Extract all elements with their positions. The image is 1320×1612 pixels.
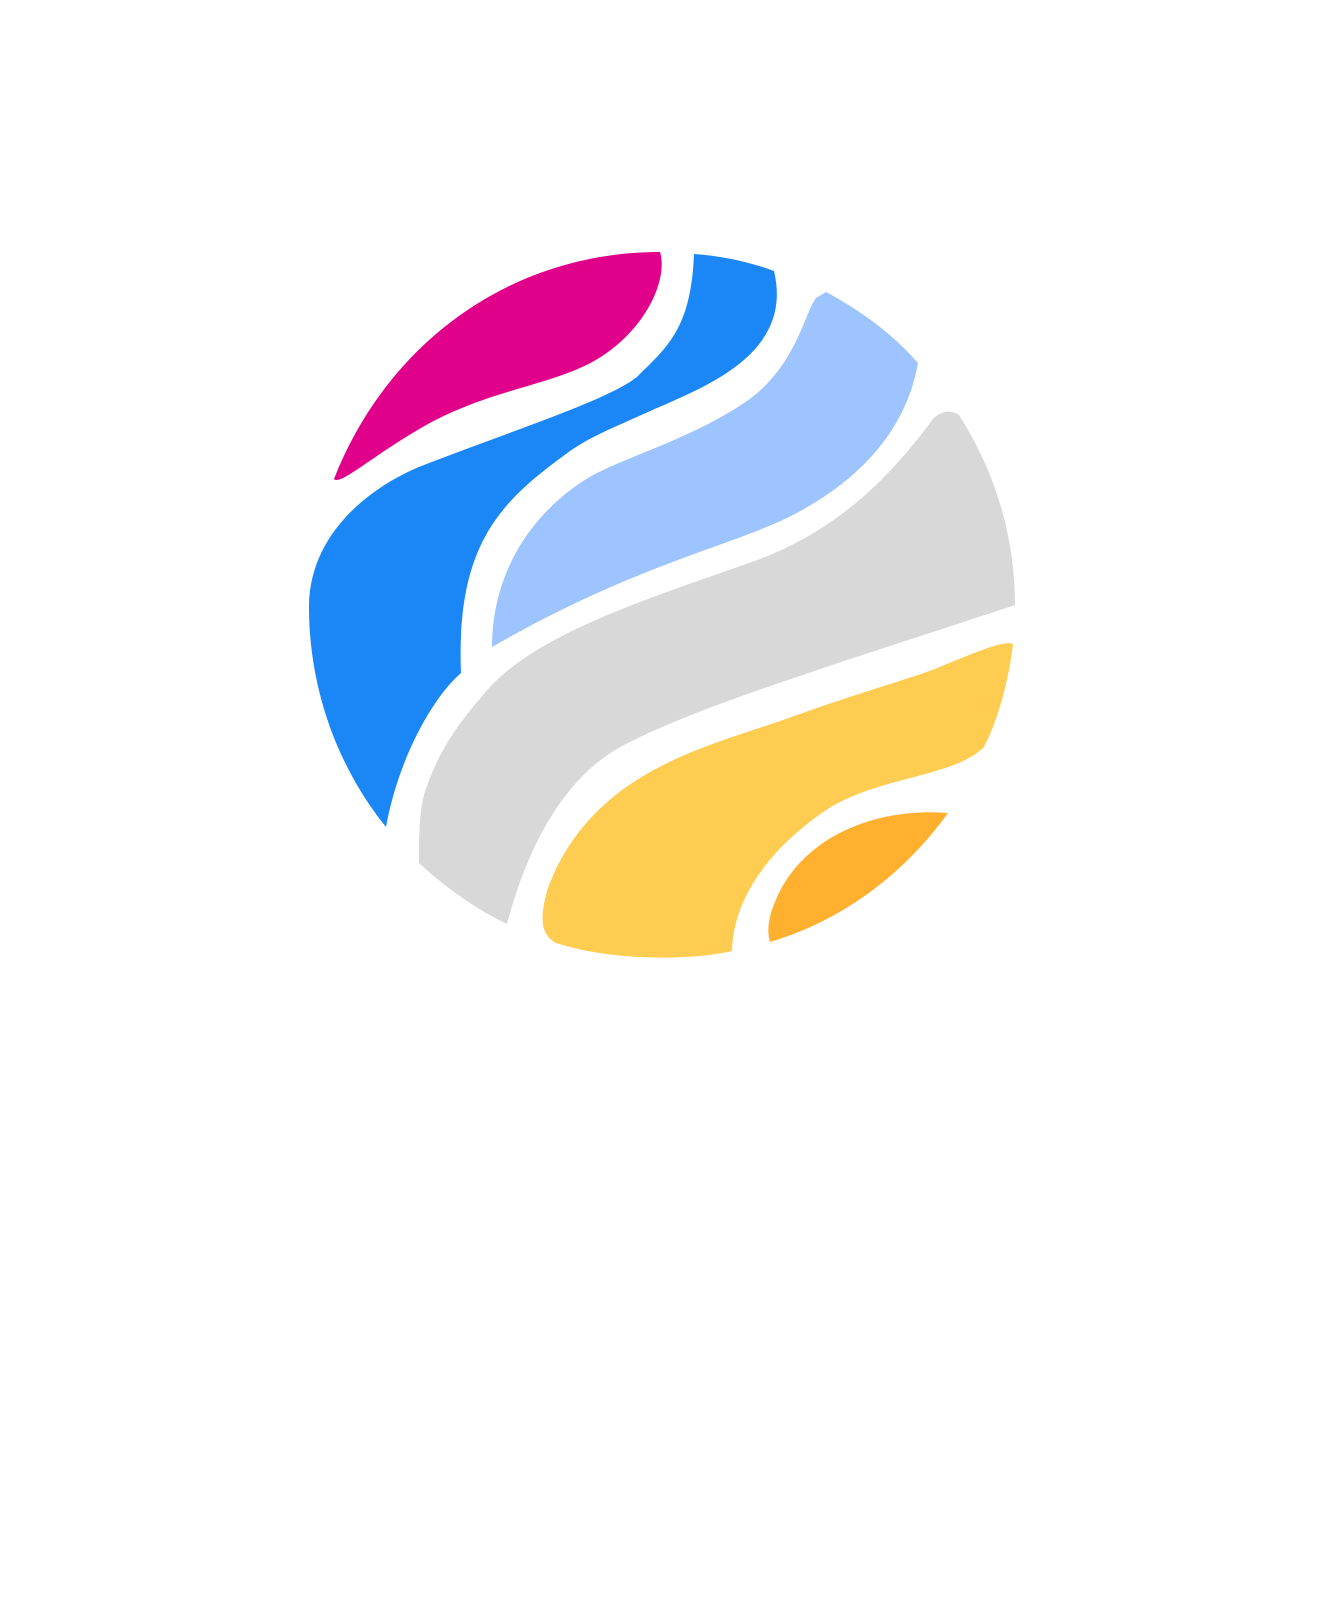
logo-band-blue [309,254,777,827]
logo-band-orange [768,812,948,942]
logo-band-gray [419,411,1015,924]
logo-band-magenta [334,252,662,480]
logo-band-light-blue [492,292,918,647]
logo-band-yellow [542,643,1013,958]
